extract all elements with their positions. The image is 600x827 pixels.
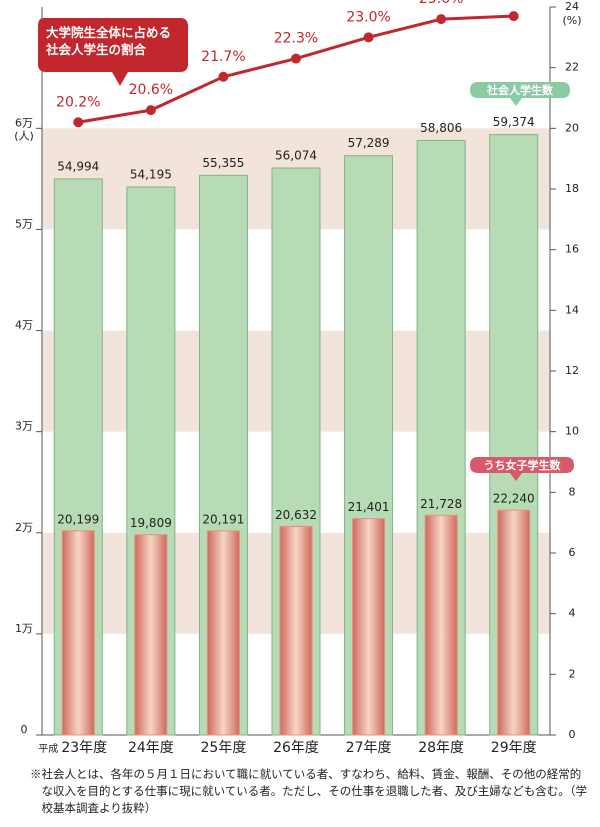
ratio-point xyxy=(145,105,156,116)
legend-green: 社会人学生数 xyxy=(487,84,553,97)
y2-tick-label: 10 xyxy=(565,425,579,438)
y2-tick-label: 24 xyxy=(565,0,579,13)
y2-tick-label: 2 xyxy=(569,667,576,680)
x-tick-label: 28年度 xyxy=(418,740,464,756)
x-tick-label: 23年度 xyxy=(61,740,107,756)
bar-female-label: 19,809 xyxy=(130,516,172,530)
y2-tick-label: 12 xyxy=(565,364,579,377)
ratio-label: 23.6% xyxy=(419,0,463,7)
ratio-point xyxy=(436,14,447,25)
y-tick-label: 4万 xyxy=(15,319,33,332)
y2-tick-label: 14 xyxy=(565,303,579,316)
x-tick-label: 29年度 xyxy=(491,740,537,756)
x-tick-label: 25年度 xyxy=(201,740,247,756)
ratio-point xyxy=(291,53,301,64)
bar-female xyxy=(206,530,240,736)
ratio-point xyxy=(73,117,84,128)
bar-female-label: 20,191 xyxy=(202,512,244,526)
x-tick-label: 24年度 xyxy=(128,740,174,756)
x-tick-label: 27年度 xyxy=(346,740,392,756)
footnote: ※社会人とは、各年の５月１日において職に就いている者、すなわち、給料、賃金、報酬… xyxy=(30,767,588,815)
y-tick-label: 6万 xyxy=(15,116,33,129)
bar-female xyxy=(134,534,168,736)
bar-female-label: 22,240 xyxy=(493,492,535,506)
bar-female xyxy=(424,514,458,736)
y-tick-label: 5万 xyxy=(15,217,33,230)
ratio-point xyxy=(218,71,229,82)
y-tick-label: 1万 xyxy=(15,622,33,635)
bar-female-label: 21,728 xyxy=(420,497,462,511)
y-tick-label: 2万 xyxy=(15,521,33,534)
bar-total-label: 54,195 xyxy=(130,168,172,182)
bar-total-label: 59,374 xyxy=(493,115,535,129)
y-tick-label: 3万 xyxy=(15,420,33,433)
legend-red: うち女子学生数 xyxy=(483,459,561,472)
ratio-label: 21.7% xyxy=(201,49,245,65)
bar-total-label: 58,806 xyxy=(420,121,462,135)
y2-tick-label: 6 xyxy=(569,546,576,559)
bar-total-label: 56,074 xyxy=(275,149,317,163)
bar-female xyxy=(497,509,531,736)
ratio-label: 20.2% xyxy=(56,94,100,110)
ratio-label: 20.6% xyxy=(129,82,173,98)
line-legend: 大学院生全体に占める社会人学生の割合 xyxy=(46,25,172,57)
y2-tick-label: 8 xyxy=(569,485,576,498)
bar-total-label: 57,289 xyxy=(348,136,390,150)
y-tick-label: 0 xyxy=(21,723,28,736)
ratio-point xyxy=(508,11,519,22)
y2-tick-label: 4 xyxy=(569,607,576,620)
y2-tick-label: 22 xyxy=(565,61,579,74)
ratio-label: 23.0% xyxy=(346,9,390,25)
bar-total-label: 54,994 xyxy=(57,159,99,173)
ratio-label: 22.3% xyxy=(274,31,318,47)
y2-tick-label: 0 xyxy=(569,728,576,741)
bar-female-label: 20,199 xyxy=(57,512,99,526)
bar-total-label: 55,355 xyxy=(202,156,244,170)
bar-female-label: 20,632 xyxy=(275,508,317,522)
line-callout-box xyxy=(38,18,188,86)
x-prefix: 平成 xyxy=(38,743,58,755)
ratio-point xyxy=(363,32,374,43)
y2-tick-label: 18 xyxy=(565,182,579,195)
y-unit: (人) xyxy=(14,129,34,142)
y2-tick-label: 16 xyxy=(565,243,579,256)
green-callout-box xyxy=(470,82,570,106)
y2-unit: (%) xyxy=(562,14,581,27)
bar-female xyxy=(279,525,313,736)
ratio-label: 23.7% xyxy=(491,0,535,4)
bar-female xyxy=(352,518,386,736)
red-callout-box xyxy=(470,457,574,481)
bar-female-label: 21,401 xyxy=(348,500,390,514)
y2-tick-label: 20 xyxy=(565,121,579,134)
x-tick-label: 26年度 xyxy=(273,740,319,756)
bar-female xyxy=(61,530,95,736)
